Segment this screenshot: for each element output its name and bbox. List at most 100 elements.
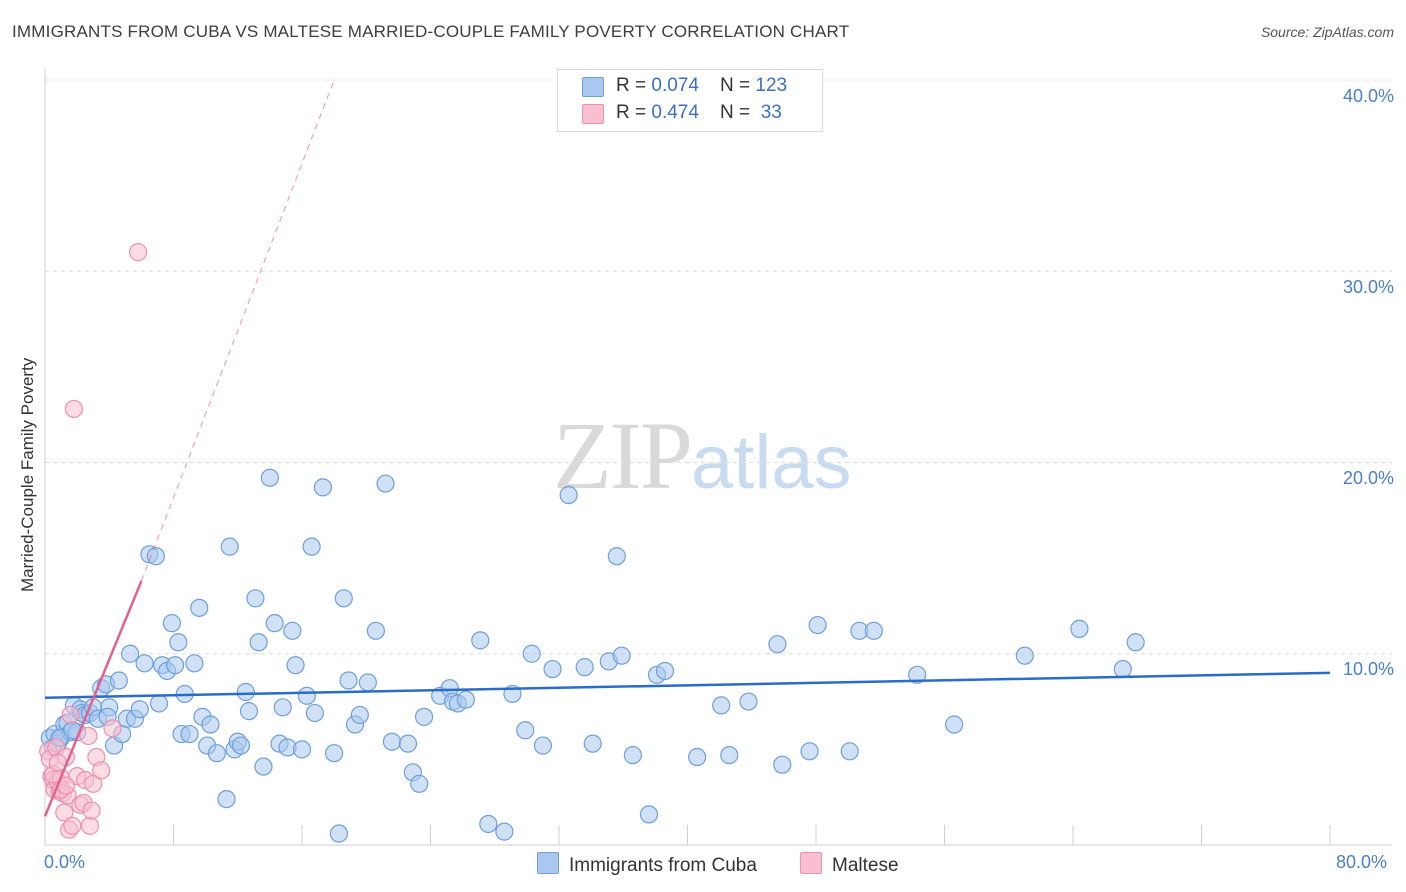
data-point-cuba xyxy=(800,742,819,761)
data-point-cuba xyxy=(166,656,185,675)
trend-line-maltese xyxy=(43,580,143,817)
data-point-maltese xyxy=(92,761,111,780)
chart-title: IMMIGRANTS FROM CUBA VS MALTESE MARRIED-… xyxy=(12,22,850,41)
bottom-legend-label-maltese: Maltese xyxy=(832,855,899,876)
bottom-legend-maltese: Maltese xyxy=(800,852,899,877)
data-point-maltese xyxy=(55,803,74,822)
data-point-cuba xyxy=(840,742,859,761)
gridlines xyxy=(45,79,1392,655)
data-point-cuba xyxy=(414,707,434,726)
data-point-cuba xyxy=(559,485,578,505)
legend-r-label: R = xyxy=(616,102,652,123)
data-point-cuba xyxy=(292,740,312,759)
y-axis-label-wrap: Married-Couple Family Poverty xyxy=(18,358,38,872)
data-point-cuba xyxy=(260,468,279,487)
data-point-cuba xyxy=(398,734,418,753)
data-point-cuba xyxy=(358,673,377,692)
data-point-cuba xyxy=(185,654,204,673)
data-point-cuba xyxy=(575,658,594,677)
trend-line-maltese-extension xyxy=(140,79,335,582)
data-point-maltese xyxy=(64,399,84,419)
bottom-legend-cuba: Immigrants from Cuba xyxy=(537,852,757,877)
data-point-cuba xyxy=(239,702,259,721)
data-point-cuba xyxy=(286,656,305,675)
data-point-maltese xyxy=(61,705,80,725)
data-point-cuba xyxy=(382,732,402,751)
y-tick-label: 10.0% xyxy=(1342,659,1394,679)
legend-text-maltese: R = 0.474 N = 33 xyxy=(616,102,782,124)
bottom-legend-label-cuba: Immigrants from Cuba xyxy=(569,855,757,876)
correlation-legend: R = 0.074 N = 123 R = 0.474 N = 33 xyxy=(557,69,823,132)
data-point-cuba xyxy=(639,805,659,824)
data-point-cuba xyxy=(236,682,255,702)
legend-swatch-maltese xyxy=(582,104,604,124)
data-point-maltese xyxy=(79,726,98,746)
legend-text-cuba: R = 0.074 N = 123 xyxy=(616,75,787,97)
series-maltese xyxy=(39,243,148,839)
y-tick-label: 40.0% xyxy=(1342,86,1394,106)
data-point-maltese xyxy=(63,816,82,835)
legend-n-label: N = xyxy=(720,102,756,123)
data-point-cuba xyxy=(350,705,369,725)
data-point-cuba xyxy=(688,747,707,767)
data-point-cuba xyxy=(334,589,353,608)
data-point-cuba xyxy=(522,644,541,663)
data-point-cuba xyxy=(162,614,181,633)
y-tick-label: 30.0% xyxy=(1342,277,1394,297)
data-point-cuba xyxy=(456,690,475,709)
trend-lines xyxy=(43,79,1331,817)
data-point-cuba xyxy=(623,746,642,765)
data-point-cuba xyxy=(376,474,395,493)
data-point-cuba xyxy=(479,814,498,834)
data-point-maltese xyxy=(82,801,101,820)
data-point-cuba xyxy=(471,631,490,650)
data-point-cuba xyxy=(305,703,324,723)
legend-r-value: 0.474 xyxy=(651,102,699,123)
data-point-cuba xyxy=(246,589,265,608)
data-point-cuba xyxy=(109,671,128,690)
data-point-cuba xyxy=(655,661,675,681)
data-point-cuba xyxy=(149,694,169,713)
data-point-cuba xyxy=(169,633,188,652)
legend-r-label: R = xyxy=(616,75,652,96)
data-point-cuba xyxy=(864,621,883,640)
data-point-cuba xyxy=(583,734,602,753)
data-point-cuba xyxy=(808,615,827,635)
data-point-cuba xyxy=(313,478,332,497)
data-point-cuba xyxy=(543,659,562,679)
data-point-cuba xyxy=(768,635,787,654)
data-point-maltese xyxy=(84,774,103,793)
data-point-cuba xyxy=(533,736,553,755)
axes xyxy=(44,68,1392,846)
data-point-cuba xyxy=(612,646,631,665)
data-point-cuba xyxy=(121,644,140,663)
data-point-cuba xyxy=(190,598,209,617)
data-point-cuba xyxy=(366,621,385,640)
data-point-cuba xyxy=(254,757,273,776)
data-point-cuba xyxy=(720,746,739,765)
bottom-legend-swatch-maltese xyxy=(800,852,822,874)
data-point-cuba xyxy=(265,614,284,633)
data-point-cuba xyxy=(945,715,964,734)
legend-n-value: 123 xyxy=(755,75,788,96)
data-point-cuba xyxy=(739,692,758,711)
y-axis-label: Married-Couple Family Poverty xyxy=(18,357,37,592)
data-point-cuba xyxy=(908,665,927,684)
data-point-cuba xyxy=(146,547,165,566)
legend-r-value: 0.074 xyxy=(651,75,699,96)
data-point-cuba xyxy=(1015,646,1034,665)
data-point-cuba xyxy=(135,654,154,673)
data-point-cuba xyxy=(339,671,358,690)
x-tick-label-min: 0.0% xyxy=(44,852,86,872)
data-point-cuba xyxy=(180,724,199,744)
bottom-legend-swatch-cuba xyxy=(537,852,559,874)
data-point-cuba xyxy=(249,633,268,652)
data-point-cuba xyxy=(607,547,626,566)
x-tick-label-max: 80.0% xyxy=(1336,852,1388,872)
data-point-cuba xyxy=(302,537,321,556)
data-point-cuba xyxy=(495,822,514,841)
data-point-cuba xyxy=(1070,619,1089,638)
trend-line-cuba xyxy=(44,671,1331,699)
data-point-cuba xyxy=(231,736,251,755)
